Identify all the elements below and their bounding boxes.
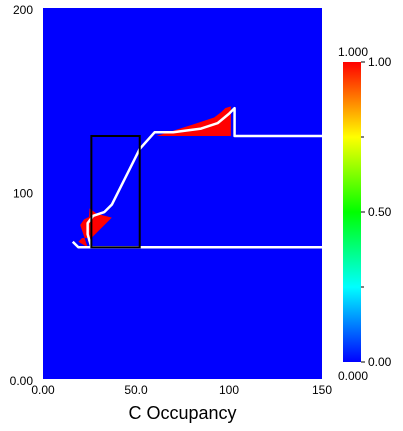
plot-area [43, 8, 322, 379]
colorbar-tick-label-3: 1.00 [368, 55, 392, 69]
x-tick-label-2: 50.0 [124, 383, 148, 397]
y-tick-label-1: 0.00 [10, 374, 34, 388]
colorbar-tick-label-2: 0.50 [368, 205, 392, 219]
y-tick-label-3: 200 [13, 3, 33, 17]
y-tick-label-2: 100 [13, 187, 33, 201]
x-axis-label: C Occupancy [128, 403, 236, 423]
colorbar-max-label: 1.000 [338, 45, 368, 59]
reference-rectangle [90, 134, 141, 249]
colorbar-tick-label-1: 0.00 [368, 355, 392, 369]
x-tick-label-4: 150 [312, 383, 332, 397]
high-value-region-3 [156, 106, 231, 136]
x-tick-label-1: 0.00 [31, 383, 55, 397]
colorbar [343, 62, 361, 362]
x-tick-label-3: 100 [219, 383, 239, 397]
colorbar-min-label: 0.000 [338, 369, 368, 383]
